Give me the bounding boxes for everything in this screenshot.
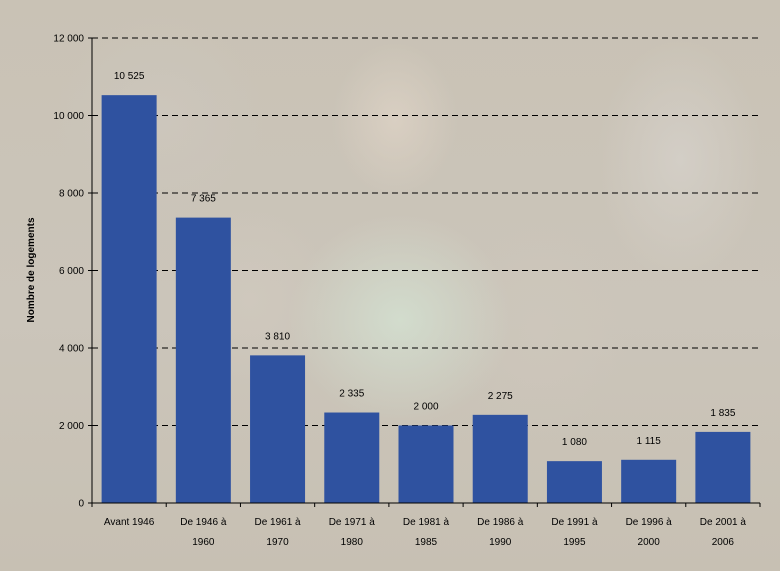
bar bbox=[324, 412, 380, 503]
y-tick-label: 4 000 bbox=[59, 344, 84, 355]
x-tick-label: De 1996 à bbox=[626, 517, 673, 528]
bars bbox=[101, 95, 751, 503]
bar-value-label: 1 080 bbox=[562, 437, 587, 448]
x-axis: Avant 1946 De 1946 à 1960 De 1961 à 1970 De 1… bbox=[91, 502, 761, 548]
value-labels: 10 525 7 365 3 810 2 335 2 000 2 275 1 080 1 11… bbox=[114, 71, 736, 448]
y-axis: 0 2 000 4 000 6 000 8 000 10 000 12 000 bbox=[53, 34, 93, 510]
bar bbox=[175, 217, 231, 503]
bar bbox=[101, 95, 157, 503]
y-tick-label: 10 000 bbox=[53, 111, 84, 122]
y-tick-label: 8 000 bbox=[59, 189, 84, 200]
x-tick-label: De 1946 à bbox=[180, 517, 227, 528]
bar-value-label: 10 525 bbox=[114, 71, 145, 82]
x-tick-label: 1995 bbox=[563, 537, 586, 548]
y-tick-label: 6 000 bbox=[59, 266, 84, 277]
x-tick-label: 1980 bbox=[341, 537, 364, 548]
bar bbox=[398, 425, 454, 503]
x-tick-label: 2006 bbox=[712, 537, 735, 548]
y-axis-title: Nombre de logements bbox=[26, 217, 37, 322]
x-tick-label: De 2001 à bbox=[700, 517, 747, 528]
x-tick-label: 1985 bbox=[415, 537, 438, 548]
bar bbox=[472, 414, 528, 503]
bar bbox=[695, 431, 751, 503]
x-tick-label: 1990 bbox=[489, 537, 512, 548]
y-tick-label: 2 000 bbox=[59, 421, 84, 432]
bar-value-label: 3 810 bbox=[265, 331, 290, 342]
bar-value-label: 1 835 bbox=[710, 408, 735, 419]
x-tick-label: De 1961 à bbox=[254, 517, 301, 528]
x-tick-label: De 1986 à bbox=[477, 517, 524, 528]
bar bbox=[250, 355, 306, 503]
x-tick-label: 2000 bbox=[638, 537, 661, 548]
bar bbox=[546, 461, 602, 503]
bar-value-label: 2 335 bbox=[339, 389, 364, 400]
x-tick-label: De 1971 à bbox=[329, 517, 376, 528]
bar bbox=[621, 459, 677, 503]
bar-value-label: 2 275 bbox=[488, 391, 513, 402]
x-tick-label: De 1981 à bbox=[403, 517, 450, 528]
bar-value-label: 7 365 bbox=[191, 194, 216, 205]
x-tick-label: De 1991 à bbox=[551, 517, 598, 528]
y-tick-label: 12 000 bbox=[53, 34, 84, 45]
y-tick-label: 0 bbox=[78, 499, 84, 510]
x-tick-label: 1960 bbox=[192, 537, 215, 548]
x-tick-label: Avant 1946 bbox=[104, 517, 155, 528]
bar-value-label: 1 115 bbox=[637, 436, 662, 447]
x-tick-label: 1970 bbox=[266, 537, 289, 548]
bar-value-label: 2 000 bbox=[413, 402, 438, 413]
